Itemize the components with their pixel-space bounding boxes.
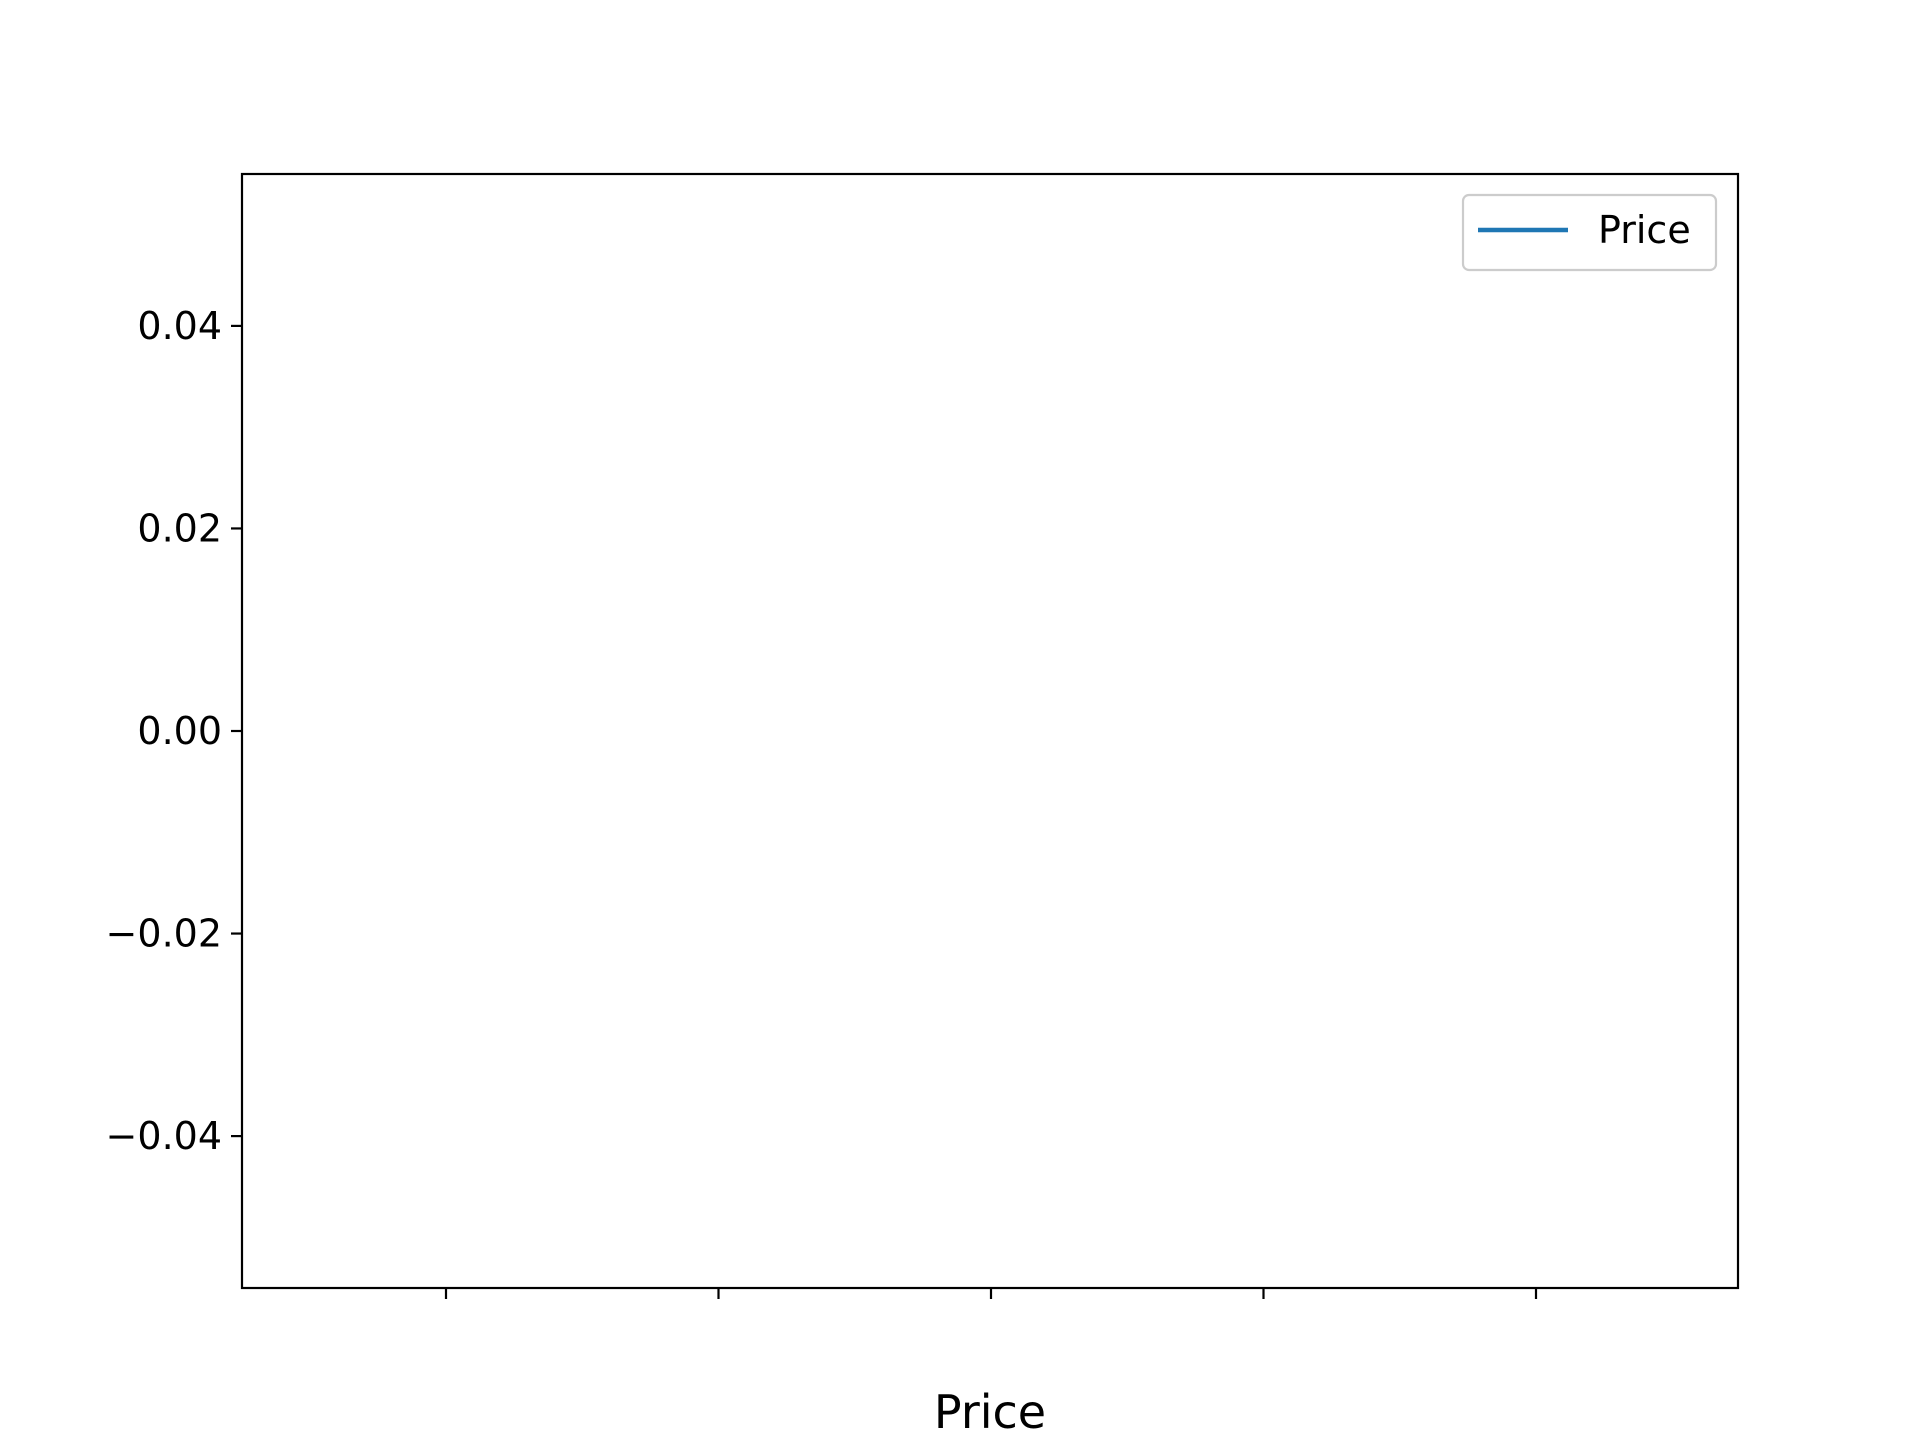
y-tick-label: −0.04 — [106, 1114, 222, 1158]
y-tick-label: 0.04 — [137, 304, 222, 348]
y-tick-label: 0.02 — [137, 506, 222, 550]
y-tick-label: −0.02 — [106, 912, 222, 956]
plot-frame — [240, 172, 1740, 1290]
x-axis-ticks — [444, 1288, 1538, 1299]
y-axis-ticks: 0.04 0.02 0.00 −0.02 −0.04 — [106, 304, 242, 1158]
legend-box — [1461, 193, 1718, 272]
plot-area — [242, 174, 1738, 1288]
legend: Price — [1461, 193, 1718, 272]
y-tick-label: 0.00 — [137, 709, 222, 753]
x-axis-label: Price — [934, 1385, 1046, 1439]
legend-label-price: Price — [1598, 208, 1691, 252]
